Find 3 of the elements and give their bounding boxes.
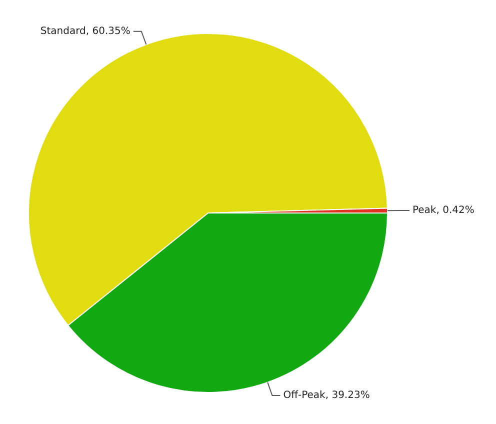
- slice-label: Off-Peak, 39.23%: [283, 390, 370, 402]
- slice-label: Peak, 0.42%: [412, 205, 474, 216]
- slice-label: Standard, 60.35%: [40, 26, 130, 37]
